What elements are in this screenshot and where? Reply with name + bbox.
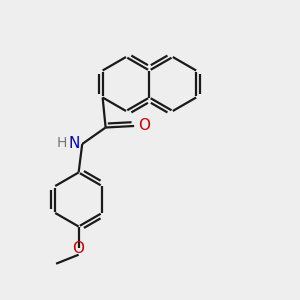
Text: O: O — [73, 241, 85, 256]
Text: N: N — [69, 136, 80, 151]
Text: H: H — [56, 136, 67, 150]
Text: O: O — [138, 118, 150, 134]
